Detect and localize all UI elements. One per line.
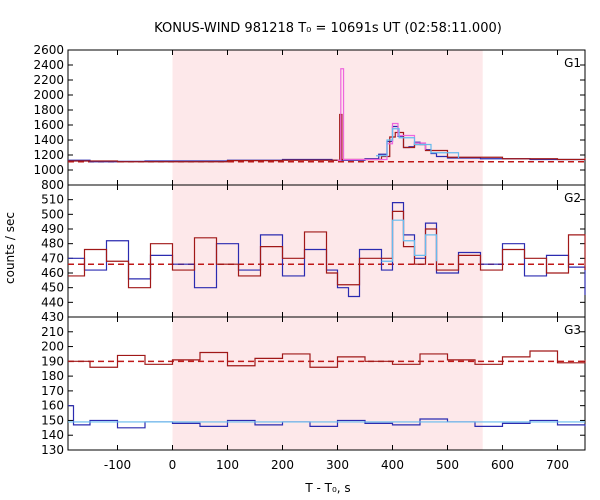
x-tick-label: 600 xyxy=(491,458,514,472)
y-tick-label: 480 xyxy=(41,237,64,251)
y-tick-label: 180 xyxy=(41,369,64,383)
y-tick-label: 470 xyxy=(41,251,64,265)
series-g1-light-blue_series xyxy=(376,128,460,158)
series-g3-blue-series xyxy=(68,405,586,429)
chart-title: KONUS-WIND 981218 T₀ = 10691s UT (02:58:… xyxy=(154,21,502,36)
y-tick-label: 150 xyxy=(41,413,64,427)
y-tick-label: 1800 xyxy=(33,103,64,117)
panel-label-g2: G2 xyxy=(564,191,581,205)
y-tick-label: 1400 xyxy=(33,133,64,147)
y-axis-label: counts / sec xyxy=(3,212,17,284)
y-tick-label: 450 xyxy=(41,281,64,295)
series-g2-red-series xyxy=(68,210,586,289)
y-tick-label: 2400 xyxy=(33,58,64,72)
y-tick-label: 190 xyxy=(41,354,64,368)
axes-layer xyxy=(67,49,586,451)
y-tick-label: 140 xyxy=(41,428,64,442)
x-tick-label: 400 xyxy=(381,458,404,472)
y-tick-label: 460 xyxy=(41,266,64,280)
y-tick-label: 440 xyxy=(41,295,64,309)
x-tick-label: 0 xyxy=(169,458,177,472)
series-g2-light-blue_series xyxy=(381,219,438,262)
labels-layer: 800100012001400160018002000220024002600G… xyxy=(33,43,581,472)
y-tick-label: 2200 xyxy=(33,73,64,87)
series-layer xyxy=(68,68,586,429)
y-tick-label: 170 xyxy=(41,384,64,398)
y-tick-label: 1000 xyxy=(33,163,64,177)
x-tick-label: 100 xyxy=(216,458,239,472)
y-tick-label: 500 xyxy=(41,207,64,221)
y-tick-label: 2000 xyxy=(33,88,64,102)
y-tick-label: 130 xyxy=(41,443,64,457)
y-tick-label: 160 xyxy=(41,399,64,413)
shaded-interval xyxy=(172,50,483,450)
y-tick-label: 1200 xyxy=(33,148,64,162)
y-tick-label: 210 xyxy=(41,325,64,339)
series-g1-red-series xyxy=(68,113,586,163)
x-tick-label: 500 xyxy=(436,458,459,472)
y-tick-label: 200 xyxy=(41,340,64,354)
y-tick-label: 800 xyxy=(41,178,64,192)
x-axis-label: T - T₀, s xyxy=(304,481,350,495)
y-tick-label: 490 xyxy=(41,222,64,236)
y-tick-label: 510 xyxy=(41,193,64,207)
panel-frame-g3 xyxy=(67,316,586,451)
shaded-interval-layer xyxy=(172,50,483,450)
series-g3-red-series xyxy=(68,350,586,368)
panel-label-g1: G1 xyxy=(564,56,581,70)
y-tick-label: 2600 xyxy=(33,43,64,57)
y-tick-label: 1600 xyxy=(33,118,64,132)
x-tick-label: 700 xyxy=(546,458,569,472)
x-tick-label: 300 xyxy=(326,458,349,472)
x-tick-label: -100 xyxy=(104,458,131,472)
panel-label-g3: G3 xyxy=(564,323,581,337)
x-tick-label: 200 xyxy=(271,458,294,472)
y-tick-label: 430 xyxy=(41,310,64,324)
